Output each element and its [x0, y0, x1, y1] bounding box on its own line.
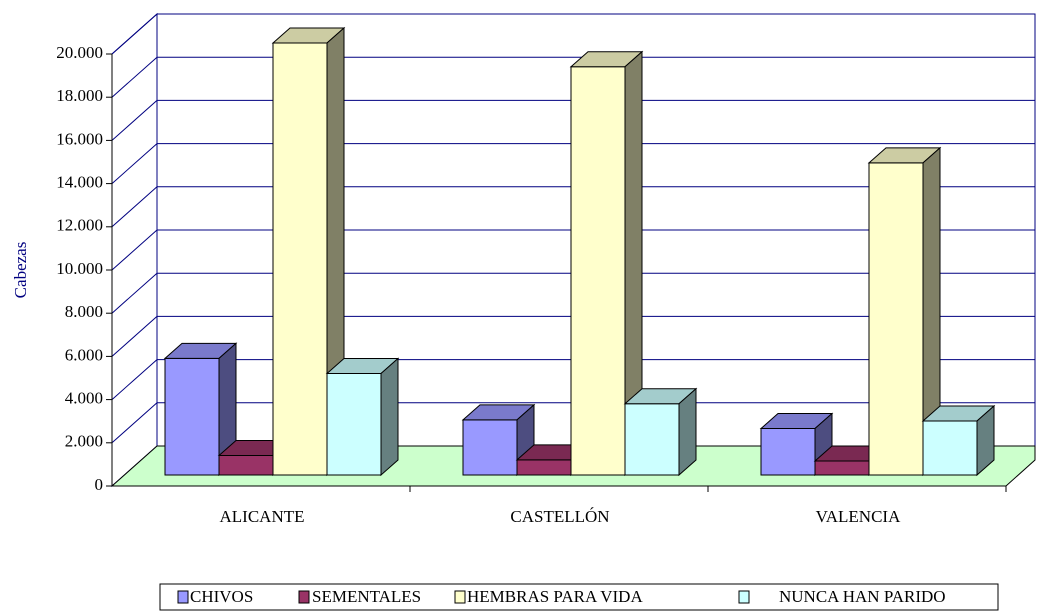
bar-face [570, 66, 626, 476]
bar-face [624, 403, 680, 476]
legend-swatch [738, 590, 750, 604]
grid-line [111, 143, 158, 184]
grid-line [111, 100, 158, 141]
bar-face [462, 419, 518, 476]
bar-face [814, 460, 870, 476]
y-tick-label: 20.000 [56, 43, 103, 62]
bar-face [922, 420, 978, 476]
bar [867, 146, 942, 477]
x-tick-label: VALENCIA [816, 507, 901, 526]
bar [569, 50, 644, 477]
bar-face [164, 357, 220, 476]
legend-label: SEMENTALES [312, 587, 421, 606]
bar-face [868, 162, 924, 476]
y-tick-label: 12.000 [56, 216, 103, 235]
grid-line [111, 13, 158, 55]
legend-swatch [298, 590, 310, 604]
bar-face [380, 357, 399, 477]
y-tick-label: 16.000 [56, 129, 103, 148]
bar-face [218, 455, 274, 476]
bar [623, 387, 698, 477]
y-tick-label: 10.000 [56, 259, 103, 278]
bar-face [516, 459, 572, 476]
legend-label: NUNCA HAN PARIDO [779, 587, 946, 606]
bar-face [678, 387, 697, 477]
grid-line [111, 229, 158, 271]
x-tick-label: CASTELLÓN [510, 507, 609, 526]
bar-face [326, 372, 382, 476]
y-tick-label: 6.000 [65, 345, 103, 364]
legend-swatch [454, 590, 466, 604]
legend-swatch [177, 590, 189, 604]
bar [163, 342, 238, 477]
grid-line [111, 56, 158, 98]
y-axis-label: Cabezas [11, 242, 30, 299]
x-tick-label: ALICANTE [220, 507, 305, 526]
legend-label: CHIVOS [190, 587, 253, 606]
grid-line [111, 186, 158, 228]
y-tick-label: 14.000 [56, 173, 103, 192]
bar-face [760, 428, 816, 476]
y-tick-label: 0 [95, 475, 104, 494]
bar [325, 357, 400, 477]
grid-line [111, 272, 158, 314]
bar [921, 404, 996, 477]
y-tick-label: 18.000 [56, 86, 103, 105]
grid-line [111, 402, 158, 444]
grid-line [111, 359, 158, 400]
y-tick-label: 8.000 [65, 302, 103, 321]
grid-line [111, 316, 158, 357]
bar-face [272, 42, 328, 476]
legend-label: HEMBRAS PARA VIDA [467, 587, 643, 606]
bar-face [976, 404, 995, 477]
y-tick-label: 2.000 [65, 432, 103, 451]
y-tick-label: 4.000 [65, 389, 103, 408]
